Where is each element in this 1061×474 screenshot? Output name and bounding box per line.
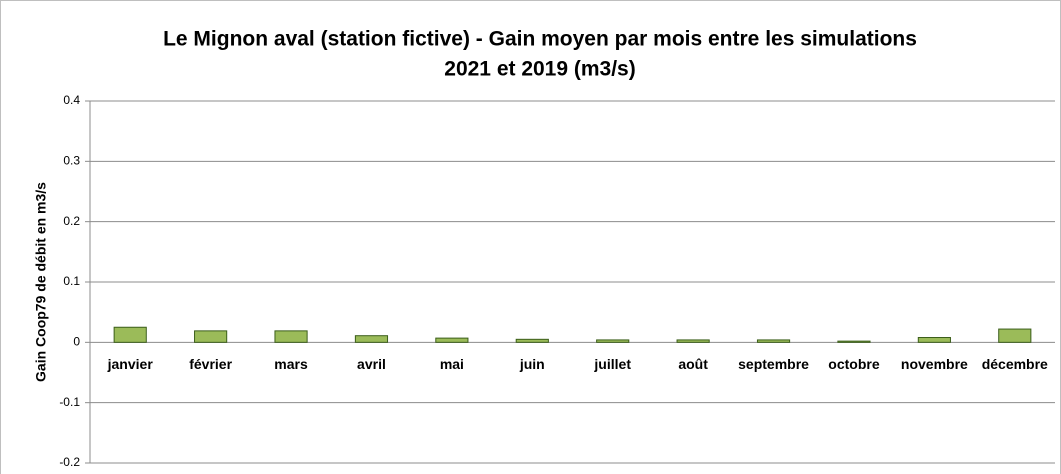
x-tick-label: avril — [357, 356, 386, 372]
x-tick-label: janvier — [107, 356, 154, 372]
y-tick-label: 0 — [73, 335, 80, 349]
bar — [676, 339, 710, 343]
y-tick-label: 0.2 — [63, 214, 80, 228]
y-tick-label: 0.1 — [63, 274, 80, 288]
x-tick-label: novembre — [901, 356, 968, 372]
bar — [194, 330, 228, 343]
bar — [435, 337, 469, 343]
x-tick-label: octobre — [828, 356, 880, 372]
x-tick-label: août — [678, 356, 708, 372]
x-tick-label: mai — [440, 356, 464, 372]
bar — [113, 326, 147, 343]
bar — [756, 339, 791, 343]
bar — [917, 337, 951, 343]
x-tick-label: septembre — [738, 356, 809, 372]
x-tick-label: juillet — [593, 356, 631, 372]
y-tick-label: 0.4 — [63, 93, 80, 107]
y-tick-label: -0.1 — [59, 395, 80, 409]
x-tick-label: juin — [519, 356, 545, 372]
y-axis-label: Gain Coop79 de débit en m3/s — [33, 182, 49, 382]
bar — [515, 338, 549, 343]
x-tick-label: février — [189, 356, 232, 372]
bar — [596, 339, 630, 343]
x-tick-label: décembre — [982, 356, 1048, 372]
chart-title: 2021 et 2019 (m3/s) — [444, 58, 635, 81]
y-tick-label: -0.2 — [59, 455, 80, 469]
bar — [354, 335, 389, 343]
y-tick-label: 0.3 — [63, 154, 80, 168]
chart-title: Le Mignon aval (station fictive) - Gain … — [163, 28, 917, 51]
bar — [274, 330, 308, 343]
x-tick-label: mars — [274, 356, 308, 372]
bar — [837, 340, 871, 343]
bar — [998, 328, 1032, 343]
